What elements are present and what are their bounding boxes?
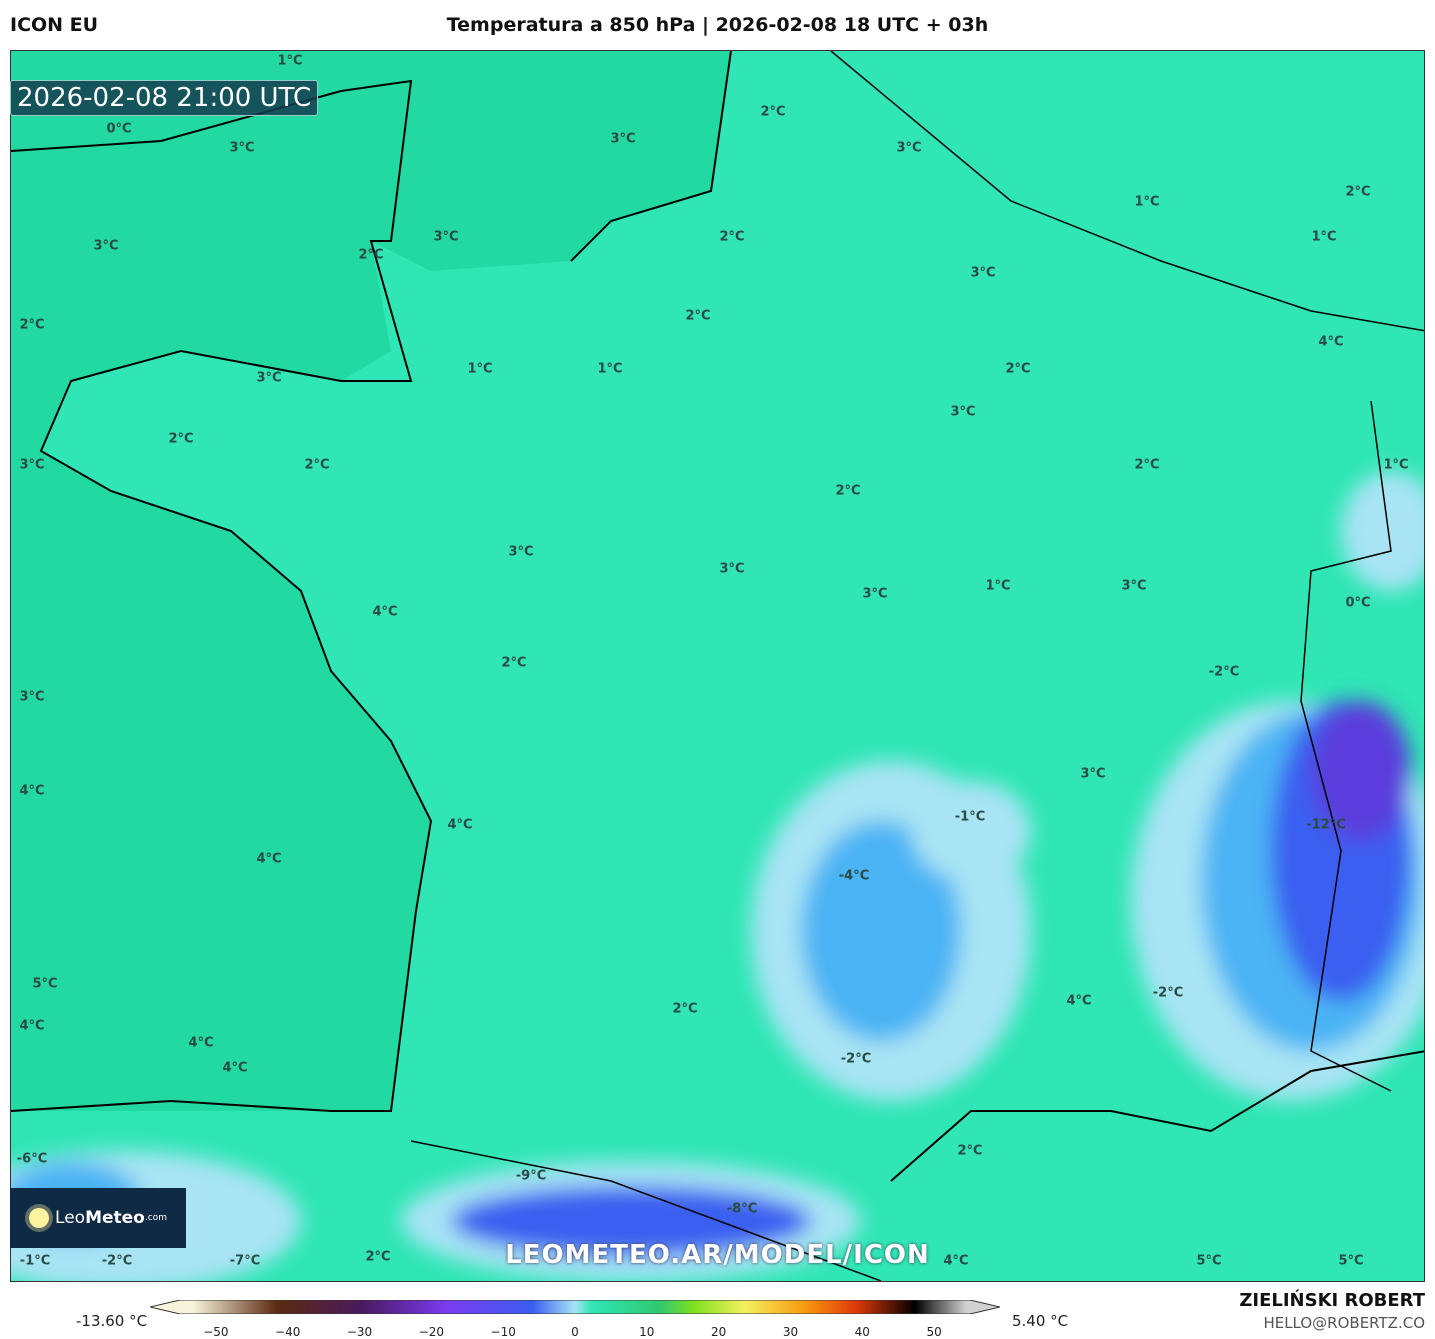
contour-label: 1°C	[985, 578, 1011, 594]
contour-label: 2°C	[1345, 184, 1371, 200]
contour-label: 4°C	[1318, 334, 1344, 350]
contour-label: 4°C	[943, 1253, 969, 1269]
contour-label: -2°C	[1208, 664, 1240, 680]
contour-label: -2°C	[840, 1051, 872, 1067]
logo-text-light: Leo	[55, 1208, 86, 1228]
contour-label: 3°C	[19, 457, 45, 473]
contour-label: 4°C	[256, 851, 282, 867]
contour-label: 1°C	[467, 361, 493, 377]
contour-label: 1°C	[597, 361, 623, 377]
contour-label: -2°C	[1152, 985, 1184, 1001]
map-layer	[11, 51, 1424, 1281]
contour-label: -4°C	[838, 868, 870, 884]
chart-title: Temperatura a 850 hPa | 2026-02-08 18 UT…	[446, 14, 989, 36]
contour-label: -9°C	[515, 1168, 547, 1184]
contour-label: 3°C	[256, 370, 282, 386]
contour-label: 2°C	[358, 247, 384, 263]
contour-label: 2°C	[1005, 361, 1031, 377]
colorbar-tick: −40	[275, 1325, 301, 1339]
author-email: HELLO@ROBERTZ.CO	[1263, 1314, 1425, 1332]
contour-label: 4°C	[19, 1018, 45, 1034]
contour-label: -1°C	[19, 1253, 51, 1269]
contour-label: 3°C	[19, 689, 45, 705]
valid-time-stamp: 2026-02-08 21:00 UTC	[10, 80, 319, 116]
contour-label: 5°C	[32, 976, 58, 992]
contour-label: 4°C	[1066, 993, 1092, 1009]
contour-label: 2°C	[19, 317, 45, 333]
contour-label: 3°C	[1121, 578, 1147, 594]
logo-suffix: .com	[144, 1213, 167, 1223]
logo-text-bold: Meteo	[85, 1208, 145, 1228]
contour-label: 4°C	[222, 1060, 248, 1076]
contour-label: 2°C	[957, 1143, 983, 1159]
contour-label: 2°C	[760, 104, 786, 120]
border-lines	[410, 51, 1424, 1281]
contour-label: 2°C	[835, 483, 861, 499]
contour-label: -7°C	[229, 1253, 261, 1269]
contour-label: -8°C	[726, 1201, 758, 1217]
contour-label: 4°C	[447, 817, 473, 833]
contour-label: -12°C	[1306, 817, 1346, 833]
contour-label: 3°C	[970, 265, 996, 281]
contour-label: 3°C	[610, 131, 636, 147]
temperature-map[interactable]: 1°C 0°C 3°C 3°C 2°C 3°C 1°C 2°C 1°C 3°C 2°C 3°C 2°C 3…	[10, 50, 1425, 1282]
contour-label: 3°C	[950, 404, 976, 420]
contour-label: 3°C	[433, 229, 459, 245]
contour-label: 2°C	[685, 308, 711, 324]
colorbar-tick: 40	[854, 1325, 870, 1339]
model-name: ICON EU	[10, 14, 99, 36]
contour-label: 4°C	[372, 604, 398, 620]
contour-label: 3°C	[719, 561, 745, 577]
contour-label: 3°C	[1080, 766, 1106, 782]
contour-label: 1°C	[277, 53, 303, 69]
contour-label: 1°C	[1134, 194, 1160, 210]
contour-label: 3°C	[93, 238, 119, 254]
contour-label: 0°C	[106, 121, 132, 137]
contour-label: 0°C	[1345, 595, 1371, 611]
sea-area	[11, 51, 731, 1111]
author-name: ZIELIŃSKI ROBERT	[1239, 1290, 1425, 1311]
colorbar-max: 5.40 °C	[1012, 1312, 1069, 1330]
leometeo-logo[interactable]: Leo Meteo .com	[10, 1188, 186, 1248]
contour-label: 2°C	[672, 1001, 698, 1017]
contour-label: 3°C	[229, 140, 255, 156]
colorbar-min: -13.60 °C	[76, 1312, 148, 1330]
contour-label: 1°C	[1383, 457, 1409, 473]
colorbar-tick: −50	[203, 1325, 229, 1339]
contour-label: 2°C	[304, 457, 330, 473]
colorbar-tick: 20	[710, 1325, 727, 1339]
contour-label: 3°C	[896, 140, 922, 156]
contour-label: 3°C	[508, 544, 534, 560]
colorbar-tick: −10	[490, 1325, 516, 1339]
contour-label: -1°C	[954, 809, 986, 825]
contour-label: 5°C	[1196, 1253, 1222, 1269]
contour-label: 2°C	[1134, 457, 1160, 473]
colorbar-tick: 30	[782, 1325, 799, 1339]
contour-label: 3°C	[862, 586, 888, 602]
colorbar-tick: −20	[418, 1325, 445, 1339]
coastline	[11, 51, 1424, 1182]
contour-label: -6°C	[16, 1151, 48, 1167]
contour-label: 4°C	[188, 1035, 214, 1051]
contour-label: 1°C	[1311, 229, 1337, 245]
contour-label: 2°C	[168, 431, 194, 447]
colorbar	[150, 1300, 1000, 1314]
watermark-url: LEOMETEO.AR/MODEL/ICON	[505, 1240, 930, 1270]
contour-label: 2°C	[365, 1249, 391, 1265]
contour-label: 5°C	[1338, 1253, 1364, 1269]
sun-icon	[29, 1208, 50, 1228]
contour-label: 2°C	[501, 655, 527, 671]
colorbar-tick: 0	[571, 1325, 579, 1339]
contour-label: 4°C	[19, 783, 45, 799]
colorbar-tick: 10	[639, 1325, 655, 1339]
colorbar-tick: 50	[926, 1325, 942, 1339]
contour-label: -2°C	[101, 1253, 133, 1269]
colorbar-tick: −30	[346, 1325, 373, 1339]
contour-label: 2°C	[719, 229, 745, 245]
